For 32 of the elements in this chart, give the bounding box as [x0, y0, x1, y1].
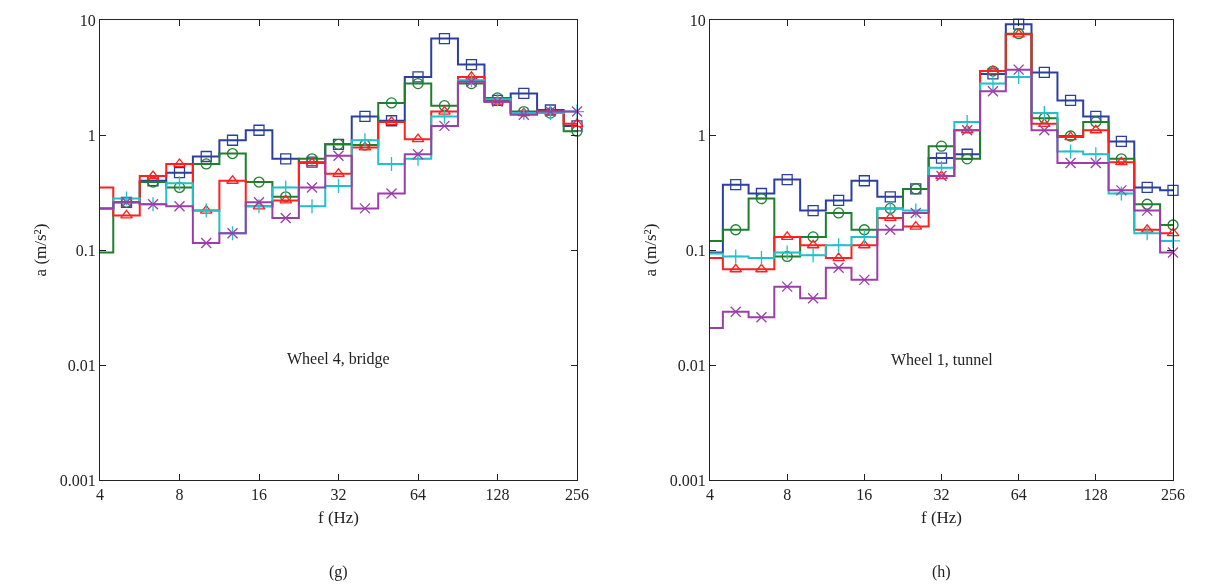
x-tick-label: 32: [933, 486, 950, 504]
x-axis-title: f (Hz): [920, 507, 963, 527]
x-tick-label: 64: [1010, 486, 1027, 504]
y-tick-label: 0.1: [75, 241, 96, 259]
y-tick-label: 10: [79, 11, 96, 29]
x-tick-label: 8: [783, 486, 792, 504]
x-tick-label: 4: [706, 486, 714, 504]
y-tick-label: 10: [689, 11, 706, 29]
x-tick-label: 16: [856, 486, 873, 504]
x-tick-label: 64: [410, 486, 426, 504]
x-tick-label: 32: [330, 486, 347, 504]
y-tick-label: 0.001: [59, 471, 96, 489]
y-tick-label: 1: [697, 126, 706, 144]
x-tick-label: 16: [251, 486, 267, 504]
y-tick-label: 0.1: [685, 241, 706, 259]
y-axis-title: a (m/s²): [641, 223, 661, 277]
x-tick-label: 4: [96, 486, 104, 504]
x-tick-label: 128: [485, 486, 510, 504]
text: (h): [932, 563, 951, 581]
y-tick-label: 0.01: [67, 356, 96, 374]
y-tick-label: 0.01: [677, 356, 706, 374]
annotation: Wheel 1, tunnel: [891, 351, 994, 368]
x-tick-label: 128: [1083, 486, 1108, 504]
y-axis-title: a (m/s²): [31, 223, 51, 277]
x-axis-title: f (Hz): [317, 507, 360, 527]
annotation: Wheel 4, bridge: [287, 350, 390, 368]
text: (g): [329, 563, 348, 581]
y-tick-label: 0.001: [669, 471, 706, 489]
x-tick-label: 8: [175, 486, 184, 504]
x-tick-label: 256: [565, 486, 589, 504]
y-tick-label: 1: [87, 126, 96, 144]
x-tick-label: 256: [1161, 486, 1185, 504]
